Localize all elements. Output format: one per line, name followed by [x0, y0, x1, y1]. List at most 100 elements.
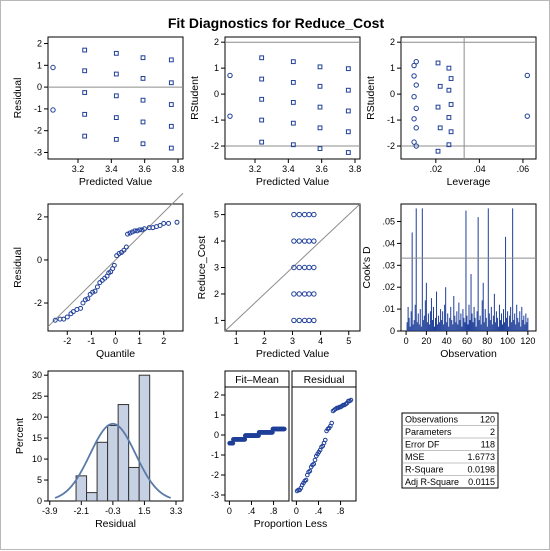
- x-axis-label: Quantile: [96, 348, 135, 360]
- data-point: [139, 227, 145, 233]
- y-tick-label: 5: [37, 475, 42, 485]
- data-point: [296, 211, 302, 218]
- data-point: [413, 82, 419, 88]
- x-tick-label: .02: [430, 164, 443, 174]
- data-point: [282, 426, 287, 432]
- y-axis-label: Residual: [12, 247, 24, 288]
- data-point: [446, 142, 452, 148]
- x-tick-label: 0: [294, 506, 299, 516]
- data-point: [140, 75, 146, 81]
- data-point: [317, 104, 323, 110]
- data-point: [123, 244, 129, 250]
- data-point: [80, 300, 86, 306]
- data-point: [140, 55, 146, 61]
- data-point: [94, 284, 100, 290]
- data-point: [291, 264, 297, 271]
- x-tick-label: -3.9: [42, 506, 58, 516]
- data-point: [161, 220, 167, 226]
- y-tick-label: .04: [382, 238, 395, 248]
- y-tick-label: 0: [37, 82, 42, 92]
- data-point: [113, 93, 119, 99]
- table-stat-label: Parameters: [405, 427, 452, 437]
- histogram-bar: [117, 404, 130, 502]
- data-point: [437, 125, 443, 131]
- y-tick-label: 2: [37, 39, 42, 49]
- y-tick-label: 0: [214, 430, 219, 440]
- y-tick-label: 2: [390, 37, 395, 47]
- x-tick-label: -2.1: [74, 506, 90, 516]
- y-axis-label: Residual: [12, 78, 24, 119]
- y-tick-label: 0: [37, 496, 42, 506]
- y-tick-label: 2: [214, 289, 219, 299]
- data-point: [291, 211, 297, 218]
- data-point: [290, 142, 296, 148]
- data-point: [132, 228, 138, 234]
- histogram-bar: [138, 374, 151, 502]
- data-point: [113, 71, 119, 77]
- x-tick-label: 0: [404, 336, 409, 346]
- table-stat-label: Adj R-Square: [405, 477, 459, 487]
- histogram-bar: [96, 441, 109, 502]
- x-tick-label: .8: [270, 506, 278, 516]
- data-point: [227, 113, 233, 119]
- y-tick-label: -2: [34, 126, 42, 136]
- data-point: [317, 83, 323, 89]
- y-tick-label: 1: [37, 60, 42, 70]
- panel-frame: [400, 36, 537, 160]
- data-point: [524, 72, 530, 79]
- data-point: [411, 139, 417, 145]
- data-point: [296, 238, 302, 244]
- data-point: [168, 102, 174, 107]
- y-tick-label: -2: [34, 298, 42, 308]
- x-tick-label: 3.4: [282, 164, 295, 174]
- x-axis-label: Leverage: [447, 176, 491, 188]
- normal-density-curve: [54, 422, 172, 499]
- y-tick-label: 0: [214, 89, 219, 99]
- y-tick-label: 3: [214, 263, 219, 273]
- data-point: [168, 57, 174, 63]
- table-stat-label: MSE: [405, 452, 425, 462]
- data-point: [345, 150, 351, 155]
- x-tick-label: 40: [442, 336, 452, 346]
- spread-panel-header: [291, 370, 357, 388]
- data-point: [174, 219, 180, 225]
- data-point: [446, 65, 452, 71]
- data-point: [140, 141, 146, 147]
- data-point: [50, 107, 56, 113]
- data-point: [329, 420, 334, 426]
- data-point: [82, 47, 88, 53]
- x-tick-label: 0: [113, 336, 118, 346]
- data-point: [296, 291, 302, 297]
- data-point: [413, 58, 419, 65]
- data-point: [125, 231, 131, 237]
- x-tick-label: 3.3: [170, 506, 183, 516]
- y-axis-label: Percent: [14, 418, 26, 454]
- y-tick-label: 0: [37, 255, 42, 265]
- y-tick-label: 30: [32, 370, 42, 380]
- x-axis-label: Predicted Value: [79, 176, 153, 188]
- y-axis-label: Cook's D: [361, 246, 373, 289]
- table-stat-value: 1.6773: [467, 452, 495, 462]
- y-tick-label: 2: [37, 212, 42, 222]
- data-point: [448, 102, 454, 107]
- x-tick-label: 1.5: [138, 506, 151, 516]
- data-point: [137, 227, 143, 233]
- data-point: [82, 133, 88, 139]
- data-point: [82, 297, 88, 303]
- table-stat-label: Error DF: [405, 440, 440, 450]
- data-point: [435, 60, 441, 66]
- y-tick-label: -1: [211, 450, 219, 460]
- x-tick-label: 4: [318, 336, 323, 346]
- data-point: [61, 316, 67, 322]
- table-stat-value: 0.0198: [467, 465, 495, 475]
- data-point: [296, 264, 302, 271]
- x-tick-label: 1: [234, 336, 239, 346]
- data-point: [303, 477, 309, 483]
- y-tick-label: 25: [32, 391, 42, 401]
- y-tick-label: .03: [382, 260, 395, 270]
- x-axis-label: Residual: [95, 518, 136, 530]
- data-point: [82, 68, 88, 74]
- y-tick-label: 0: [390, 89, 395, 99]
- y-tick-label: .01: [382, 304, 395, 314]
